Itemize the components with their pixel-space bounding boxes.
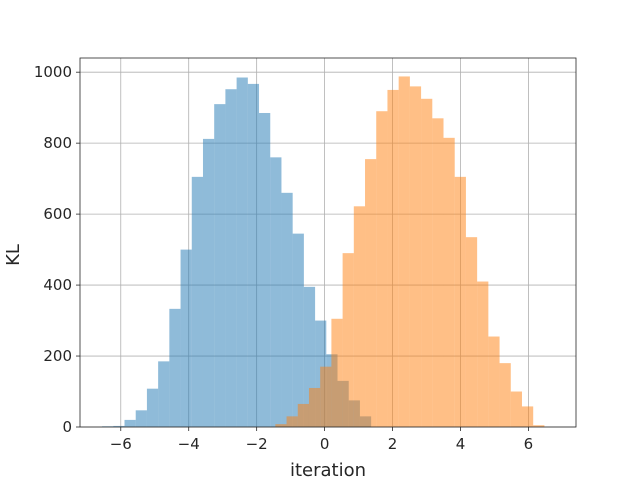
histogram-bar-series-2: [477, 281, 489, 427]
x-tick-label: −2: [246, 435, 268, 453]
histogram-bar-series-2: [387, 89, 399, 428]
histogram-bar-series-2: [342, 253, 354, 427]
x-axis-label: iteration: [290, 460, 366, 480]
histogram-bar-series-2: [308, 387, 321, 427]
histogram-bar-series-1: [236, 77, 248, 428]
histogram-bar-series-2: [521, 406, 534, 427]
histogram-bar-series-2: [499, 363, 511, 427]
histogram-bar-series-2: [533, 425, 545, 427]
histogram-bar-series-2: [454, 176, 466, 427]
y-tick-label: 200: [43, 347, 72, 365]
histogram-bar-series-1: [259, 112, 271, 428]
histogram-bar-series-2: [331, 318, 343, 427]
histogram-bar-series-1: [158, 361, 170, 427]
histogram-bar-series-1: [180, 249, 192, 427]
histogram-bar-series-2: [353, 206, 366, 427]
histogram-bar-series-1: [214, 104, 226, 427]
x-tick-label: 4: [456, 435, 466, 453]
histogram-bar-series-2: [409, 86, 422, 427]
histogram-bar-series-2: [376, 111, 388, 427]
histogram-bar-series-1: [135, 410, 147, 427]
histogram-bars: [102, 76, 545, 428]
y-tick-label: 1000: [34, 63, 72, 81]
histogram-bar-series-1: [146, 388, 159, 427]
x-tick-label: −4: [178, 435, 200, 453]
y-tick-label: 800: [43, 134, 72, 152]
histogram-bar-series-2: [365, 159, 377, 428]
histogram-bar-series-1: [225, 89, 237, 427]
histogram-bar-series-2: [488, 336, 500, 427]
histogram-bar-series-2: [432, 118, 444, 427]
histogram-bar-series-2: [275, 424, 287, 427]
histogram-bar-series-1: [270, 157, 282, 427]
histogram-bar-series-2: [398, 76, 410, 427]
x-tick-label: −6: [110, 435, 132, 453]
histogram-bar-series-1: [124, 419, 136, 427]
histogram-bar-series-1: [303, 286, 316, 427]
x-tick-label: 2: [388, 435, 398, 453]
histogram-bar-series-1: [113, 425, 125, 427]
histogram-bar-series-1: [292, 233, 304, 427]
histogram-bar-series-1: [281, 192, 293, 427]
histogram-bar-series-2: [286, 416, 298, 427]
x-tick-label: 0: [320, 435, 330, 453]
histogram-bar-series-1: [202, 138, 215, 427]
y-tick-label: 400: [43, 276, 72, 294]
histogram-bar-series-1: [191, 176, 203, 427]
histogram-bar-series-2: [297, 403, 309, 427]
plot-frame: [79, 57, 577, 428]
histogram-bar-series-1: [247, 83, 260, 427]
y-tick-label: 0: [62, 418, 72, 436]
histogram-bar-series-2: [443, 137, 455, 427]
y-tick-label: 600: [43, 205, 72, 223]
histogram-bar-series-2: [465, 237, 478, 427]
y-axis-label: KL: [3, 244, 24, 266]
x-tick-label: 6: [524, 435, 534, 453]
histogram-bar-series-2: [320, 366, 332, 427]
histogram-bar-series-2: [510, 391, 522, 427]
axis-ticks: −6 −4 −2 0 2 4 6 0 200 400 600 800 1000: [34, 63, 533, 453]
histogram-bar-series-2: [421, 98, 433, 427]
histogram-bar-series-1: [169, 308, 181, 427]
